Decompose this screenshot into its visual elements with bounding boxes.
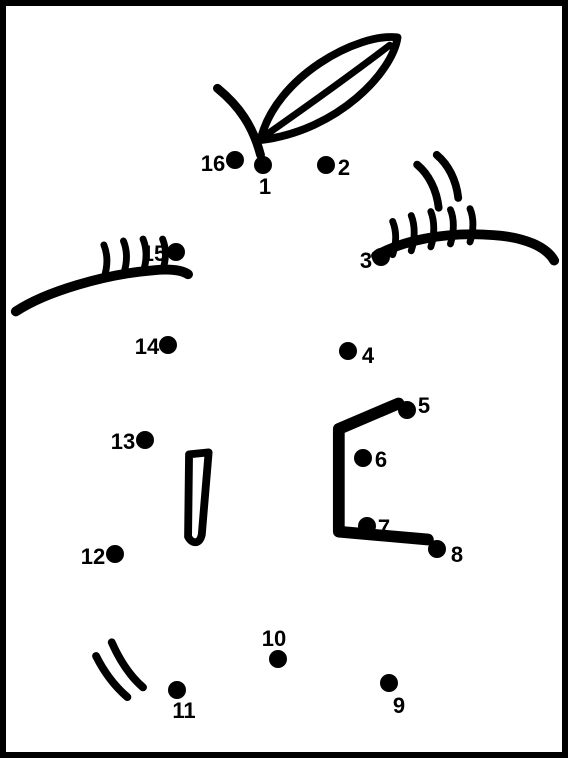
left-eyebrow-h1: [104, 245, 107, 278]
dot-12[interactable]: [106, 545, 124, 563]
dot-label-1: 1: [259, 174, 271, 200]
dot-label-13: 13: [111, 429, 135, 455]
dot-label-7: 7: [378, 515, 390, 541]
dot-label-2: 2: [338, 155, 350, 181]
dot-15[interactable]: [167, 243, 185, 261]
dot-label-9: 9: [393, 693, 405, 719]
dot-1[interactable]: [254, 156, 272, 174]
dot-3[interactable]: [372, 248, 390, 266]
dot-label-12: 12: [81, 544, 105, 570]
right-eyebrow-h3: [431, 212, 434, 247]
dot-9[interactable]: [380, 674, 398, 692]
dot-5[interactable]: [398, 401, 416, 419]
left-eyebrow-h2: [123, 241, 126, 274]
dot-8[interactable]: [428, 540, 446, 558]
right-mark-2: [417, 165, 439, 208]
right-eyebrow-h4: [450, 210, 453, 244]
dot-label-16: 16: [201, 151, 225, 177]
connect-the-dots-puzzle: 12345678910111213141516: [0, 0, 568, 758]
right-eyebrow-h5: [470, 209, 473, 242]
dot-label-10: 10: [262, 626, 286, 652]
dot-label-4: 4: [362, 343, 374, 369]
dot-2[interactable]: [317, 156, 335, 174]
dot-13[interactable]: [136, 431, 154, 449]
dot-label-14: 14: [135, 334, 159, 360]
right-eyebrow-h1: [393, 221, 396, 254]
dot-6[interactable]: [354, 449, 372, 467]
dot-label-3: 3: [360, 248, 372, 274]
dot-11[interactable]: [168, 681, 186, 699]
right-eyebrow-curve: [376, 234, 554, 260]
right-mark-1: [437, 155, 459, 198]
dot-4[interactable]: [339, 342, 357, 360]
dot-16[interactable]: [226, 151, 244, 169]
dot-label-6: 6: [375, 447, 387, 473]
stem: [217, 88, 260, 155]
tooth: [188, 452, 209, 542]
right-eyebrow-h2: [411, 216, 414, 251]
dot-label-5: 5: [418, 393, 430, 419]
dot-10[interactable]: [269, 650, 287, 668]
dot-14[interactable]: [159, 336, 177, 354]
dot-7[interactable]: [358, 517, 376, 535]
dot-label-15: 15: [142, 241, 166, 267]
dot-label-8: 8: [451, 542, 463, 568]
dot-label-11: 11: [172, 698, 195, 724]
